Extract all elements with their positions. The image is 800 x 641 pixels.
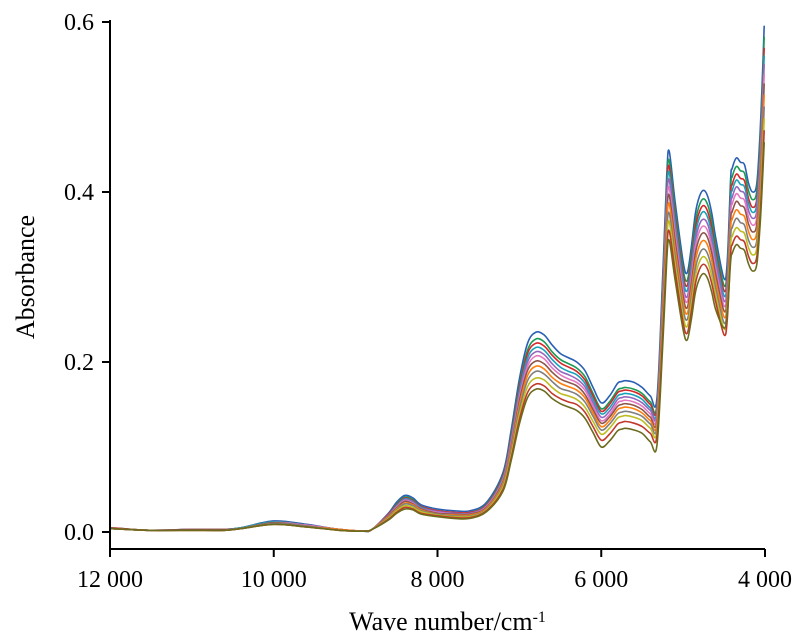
x-axis-ticks: 12 000 10 000 8 000 6 000 4 000 xyxy=(77,549,792,593)
spectrum-line-6 xyxy=(109,73,765,533)
x-tick-label: 10 000 xyxy=(241,567,307,593)
spectrum-line-9 xyxy=(109,106,765,532)
axes xyxy=(109,20,765,550)
x-tick-label: 12 000 xyxy=(77,567,143,593)
x-axis-title-superscript: -1 xyxy=(533,609,546,626)
x-tick-label: 4 000 xyxy=(738,567,792,593)
y-axis-title: Absorbance xyxy=(11,215,40,339)
spectrum-line-8 xyxy=(109,94,765,533)
spectra-lines xyxy=(109,25,765,533)
y-tick-label: 0.4 xyxy=(64,180,94,206)
spectrum-line-5 xyxy=(109,63,765,533)
y-tick-label: 0.0 xyxy=(64,520,94,546)
spectrum-line-12 xyxy=(109,141,765,532)
y-axis-ticks: 0.0 0.2 0.4 0.6 xyxy=(64,10,110,546)
spectrum-line-7 xyxy=(109,83,765,533)
y-tick-label: 0.2 xyxy=(64,350,94,376)
x-tick-label: 6 000 xyxy=(574,567,628,593)
spectrum-line-4 xyxy=(109,55,765,533)
x-axis-title: Wave number/cm-1 xyxy=(349,607,546,636)
x-tick-label: 8 000 xyxy=(411,567,465,593)
x-axis-title-text: Wave number/cm xyxy=(349,607,532,636)
y-tick-label: 0.6 xyxy=(64,10,94,36)
